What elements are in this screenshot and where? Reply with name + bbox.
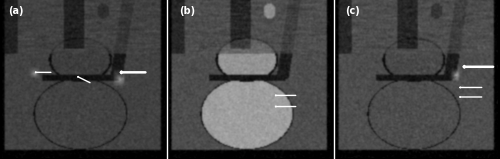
Text: (b): (b) — [179, 6, 195, 16]
Text: (a): (a) — [8, 6, 24, 16]
Text: (c): (c) — [345, 6, 360, 16]
